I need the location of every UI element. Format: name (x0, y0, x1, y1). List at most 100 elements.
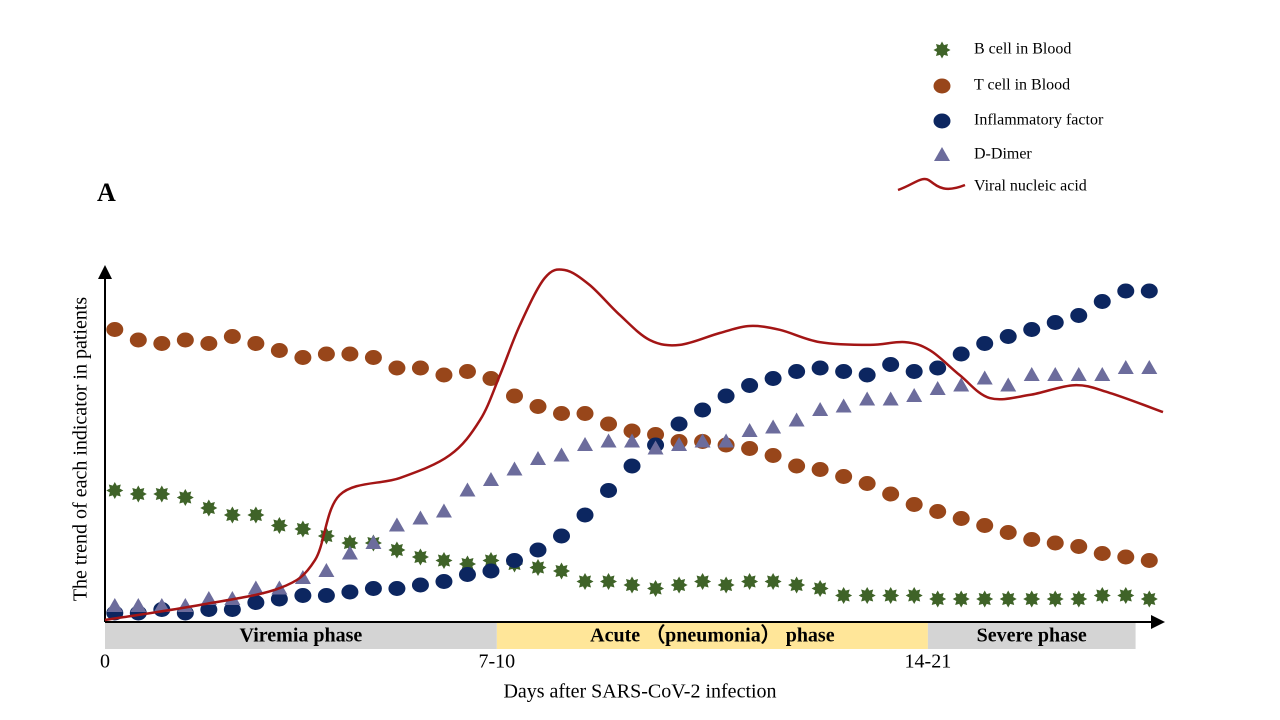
data-point (411, 548, 429, 566)
data-point (741, 441, 759, 456)
data-point (623, 458, 641, 474)
data-point (576, 507, 594, 523)
legend-marker (933, 41, 951, 59)
data-point (1070, 539, 1088, 554)
data-point (764, 573, 782, 590)
data-point (882, 391, 899, 406)
x-tick-label: 14-21 (905, 651, 952, 673)
data-point (1117, 283, 1135, 299)
data-point (905, 587, 923, 604)
data-point (717, 388, 735, 404)
data-point (976, 590, 994, 608)
data-point (624, 433, 641, 448)
data-point (1093, 546, 1111, 561)
phase-band (496, 623, 928, 649)
data-point (505, 553, 523, 568)
data-point (976, 370, 993, 385)
data-point (929, 360, 947, 376)
data-line (104, 268, 1164, 622)
data-point (1140, 553, 1158, 568)
data-point (435, 574, 453, 589)
data-point (1046, 315, 1064, 330)
data-point (647, 580, 665, 597)
data-point (129, 485, 147, 503)
data-point (1093, 294, 1111, 309)
data-point (741, 573, 759, 590)
data-point (882, 587, 900, 604)
data-point (364, 581, 382, 596)
phase-band (927, 623, 1136, 649)
data-point (577, 437, 594, 451)
legend-line (897, 177, 966, 192)
data-point (365, 535, 382, 549)
data-point (130, 598, 147, 612)
data-point (1070, 367, 1087, 381)
data-point (905, 364, 923, 379)
data-point (1141, 360, 1158, 374)
data-point (1023, 532, 1041, 547)
data-point (106, 322, 124, 337)
data-point (647, 440, 664, 455)
data-point (1000, 377, 1017, 392)
phase-band (105, 623, 497, 649)
data-point (294, 588, 312, 603)
data-point (411, 577, 429, 593)
x-tick-label: 7-10 (479, 651, 516, 673)
data-point (835, 469, 853, 484)
legend-label: Inflammatory factor (974, 112, 1104, 129)
data-point (694, 402, 712, 418)
data-point (600, 573, 617, 590)
data-point (341, 584, 359, 600)
data-point (929, 381, 946, 395)
data-point (788, 576, 806, 594)
data-point (812, 402, 829, 416)
data-point (270, 517, 288, 534)
data-point (999, 525, 1017, 540)
data-point (906, 388, 923, 402)
data-point (999, 329, 1017, 344)
data-point (153, 598, 170, 612)
data-point (200, 602, 218, 617)
data-point (1140, 283, 1158, 299)
data-point (764, 371, 782, 386)
data-point (223, 602, 241, 617)
data-point (1023, 367, 1040, 381)
data-point (341, 346, 359, 362)
data-point (294, 520, 312, 538)
legend-label: T cell in Blood (974, 77, 1070, 94)
legend-label: Viral nucleic acid (974, 178, 1087, 195)
data-point (459, 482, 476, 497)
data-point (341, 545, 358, 560)
data-point (176, 332, 194, 348)
data-point (318, 563, 335, 577)
data-point (482, 371, 500, 386)
data-point (529, 451, 546, 465)
data-point (529, 399, 547, 414)
phase-label: Viremia phase (240, 625, 363, 647)
legend-marker (933, 78, 951, 94)
data-point (717, 576, 735, 594)
panel-label: A (97, 178, 116, 207)
data-point (553, 528, 571, 544)
data-point (600, 433, 617, 448)
data-point (482, 472, 499, 486)
data-point (247, 580, 264, 595)
data-point (976, 518, 994, 533)
data-point (694, 433, 711, 448)
data-point (1046, 590, 1064, 608)
data-point (153, 485, 171, 503)
data-point (623, 423, 641, 439)
data-point (458, 364, 476, 379)
x-axis-label: Days after SARS-CoV-2 infection (503, 681, 776, 703)
data-point (999, 590, 1017, 608)
phase-label: Acute （pneumonia） phase (590, 624, 835, 647)
data-point (247, 336, 265, 351)
data-point (317, 588, 335, 603)
data-point (1117, 587, 1135, 604)
data-point (411, 360, 429, 376)
data-point (952, 511, 970, 526)
data-point (741, 378, 759, 393)
data-point (1093, 587, 1111, 604)
data-point (317, 346, 335, 362)
